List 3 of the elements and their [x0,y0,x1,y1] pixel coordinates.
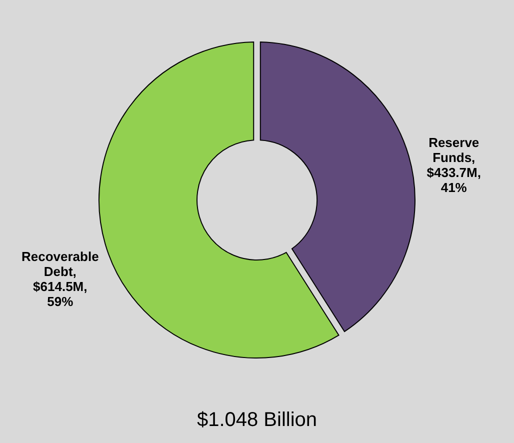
slice-label: Reserve Funds, $433.7M, 41% [426,134,481,195]
text: $1.048 Billion [196,409,318,431]
slice-label: Recoverable Debt, $614.5M, 59% [21,249,99,310]
